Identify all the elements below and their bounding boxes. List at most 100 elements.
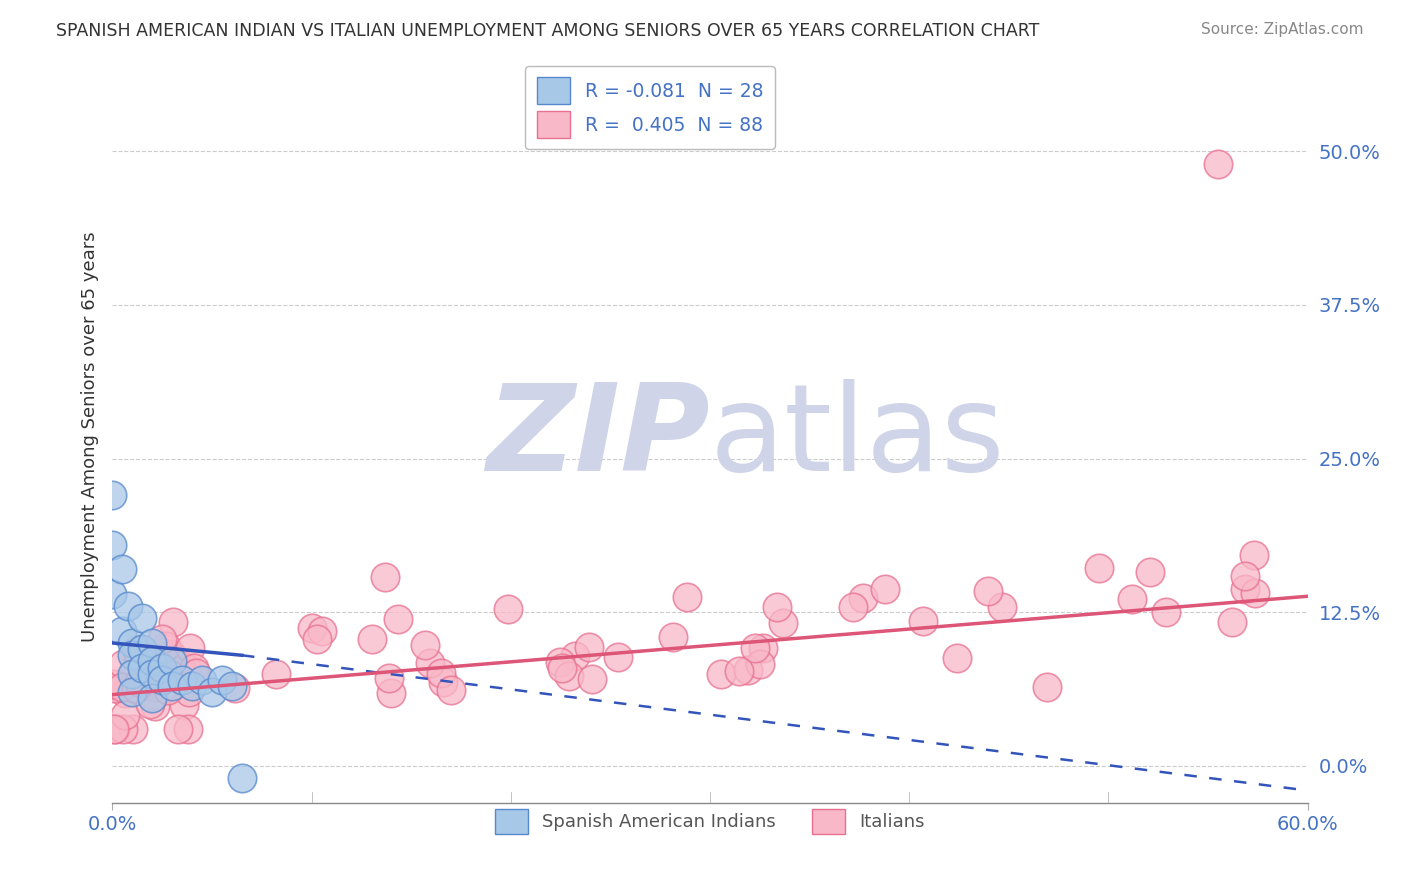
Point [121, 666, 143, 681]
Point [305, 632, 328, 646]
Point [166, 722, 188, 736]
Point [990, 599, 1012, 614]
Point [128, 674, 150, 689]
Point [361, 632, 384, 646]
Point [177, 685, 200, 699]
Text: atlas: atlas [710, 378, 1005, 496]
Point [114, 685, 136, 699]
Point [387, 612, 409, 626]
Point [141, 691, 163, 706]
Point [564, 649, 586, 664]
Point [172, 673, 194, 687]
Point [1036, 680, 1059, 694]
Point [675, 590, 697, 604]
Point [121, 685, 143, 699]
Point [1233, 569, 1256, 583]
Point [143, 688, 166, 702]
Point [1233, 582, 1256, 596]
Point [160, 667, 183, 681]
Point [662, 631, 685, 645]
Point [141, 636, 163, 650]
Point [122, 722, 145, 736]
Point [765, 600, 787, 615]
Point [111, 680, 134, 694]
Point [1139, 565, 1161, 579]
Point [1154, 605, 1177, 619]
Point [162, 679, 183, 693]
Point [548, 655, 571, 669]
Point [179, 640, 201, 655]
Point [301, 621, 323, 635]
Point [1243, 585, 1265, 599]
Point [1243, 549, 1265, 563]
Point [374, 570, 396, 584]
Point [101, 677, 124, 691]
Text: ZIP: ZIP [486, 378, 710, 496]
Point [131, 642, 153, 657]
Legend: Spanish American Indians, Italians: Spanish American Indians, Italians [485, 797, 935, 845]
Point [380, 686, 402, 700]
Point [101, 538, 124, 552]
Point [1088, 560, 1111, 574]
Point [127, 642, 149, 657]
Point [114, 707, 136, 722]
Point [1121, 591, 1143, 606]
Point [737, 663, 759, 677]
Point [264, 667, 287, 681]
Point [581, 672, 603, 686]
Point [496, 602, 519, 616]
Point [101, 587, 124, 601]
Point [162, 615, 184, 629]
Point [1206, 156, 1229, 170]
Point [162, 655, 183, 669]
Point [231, 771, 253, 785]
Point [157, 682, 180, 697]
Point [221, 679, 243, 693]
Point [749, 657, 772, 672]
Point [124, 659, 146, 673]
Point [177, 722, 200, 736]
Point [141, 672, 163, 686]
Point [873, 582, 896, 597]
Point [145, 680, 167, 694]
Point [183, 661, 205, 675]
Point [117, 599, 139, 613]
Point [419, 656, 441, 670]
Point [124, 681, 146, 696]
Point [551, 661, 574, 675]
Point [852, 591, 875, 606]
Point [143, 698, 166, 713]
Point [103, 681, 125, 695]
Y-axis label: Unemployment Among Seniors over 65 years: Unemployment Among Seniors over 65 years [80, 232, 98, 642]
Point [101, 488, 124, 502]
Point [173, 698, 195, 713]
Point [606, 650, 628, 665]
Point [112, 657, 135, 671]
Point [772, 615, 794, 630]
Point [744, 641, 766, 656]
Point [727, 664, 749, 678]
Point [121, 648, 143, 663]
Point [104, 722, 127, 736]
Point [131, 611, 153, 625]
Point [111, 562, 134, 576]
Point [977, 584, 1000, 599]
Point [103, 722, 125, 736]
Point [430, 665, 453, 680]
Point [131, 660, 153, 674]
Point [112, 722, 135, 736]
Point [224, 681, 246, 695]
Point [160, 647, 183, 661]
Point [111, 624, 134, 638]
Point [174, 661, 197, 675]
Point [121, 636, 143, 650]
Point [558, 669, 581, 683]
Point [440, 682, 463, 697]
Point [710, 666, 733, 681]
Point [181, 679, 204, 693]
Point [578, 640, 600, 654]
Point [150, 673, 173, 687]
Point [946, 651, 969, 665]
Point [184, 666, 207, 681]
Point [191, 673, 214, 687]
